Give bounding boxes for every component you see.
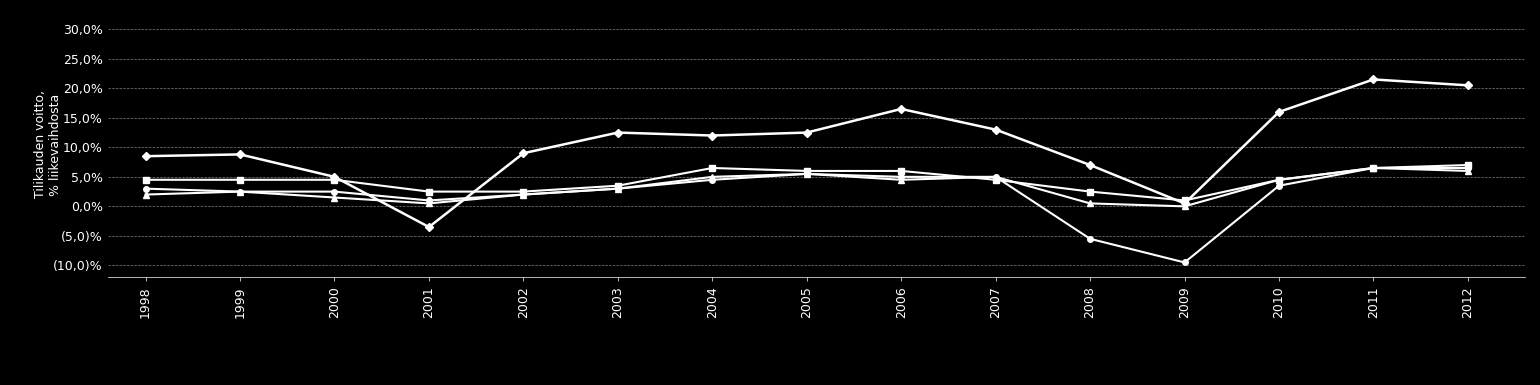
Y-axis label: Tilikauden voitto,
% liikevaihdosta: Tilikauden voitto, % liikevaihdosta <box>34 90 62 198</box>
